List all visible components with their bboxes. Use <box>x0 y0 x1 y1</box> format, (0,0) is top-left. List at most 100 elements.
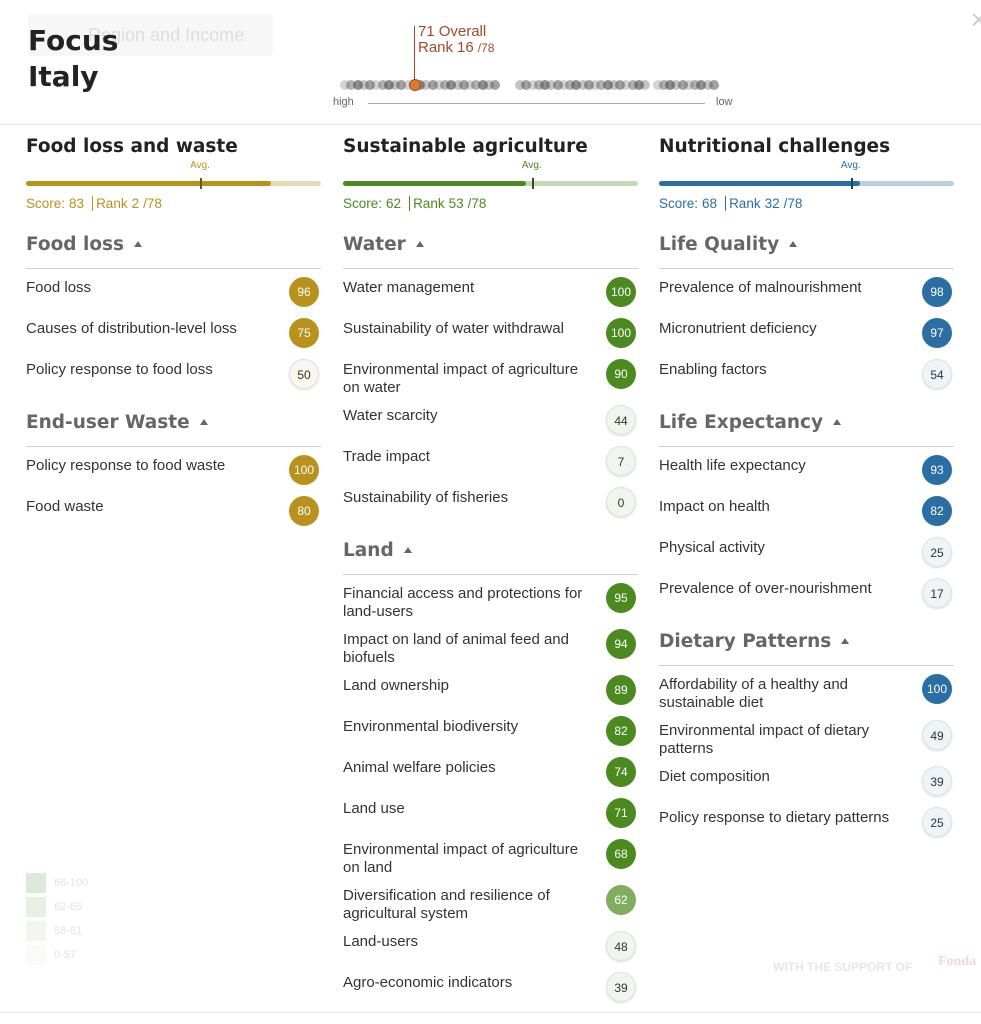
collapse-icon <box>789 241 798 247</box>
indicator-score: 98 <box>922 277 952 307</box>
score-label: Score: <box>343 196 383 211</box>
indicator-score: 39 <box>606 972 636 1002</box>
indicator-row: Causes of distribution-level loss 75 <box>26 318 321 351</box>
score-bar: Avg. <box>659 160 954 189</box>
legend-item: 62-65 <box>26 897 82 917</box>
collapse-icon <box>134 241 143 247</box>
indicator-score: 82 <box>922 496 952 526</box>
country-dot <box>433 80 444 90</box>
country-dot <box>365 80 375 90</box>
section-header[interactable]: Land <box>343 538 638 575</box>
section-name: Life Quality <box>659 234 780 255</box>
overall-value: 71 <box>418 23 435 40</box>
avg-label: Avg. <box>521 160 542 171</box>
score-line: Score: 68 Rank 32/78 <box>659 196 954 212</box>
country-dot <box>658 80 669 90</box>
section-items: Prevalence of malnourishment 98 Micronutri… <box>659 269 954 392</box>
close-button[interactable]: × <box>971 4 981 36</box>
country-dot <box>615 80 625 90</box>
indicator-label: Animal welfare policies <box>343 759 496 776</box>
indicator-score: 100 <box>289 455 319 485</box>
indicator-row: Animal welfare policies 74 <box>343 757 638 790</box>
section-header[interactable]: Life Expectancy <box>659 410 954 447</box>
country: Italy <box>28 60 99 93</box>
country-dot <box>571 80 582 90</box>
indicator-score: 62 <box>606 885 636 915</box>
indicator-label: Water management <box>343 279 475 296</box>
indicator-row: Enabling factors 54 <box>659 359 954 392</box>
indicator-label: Agro-economic indicators <box>343 974 513 991</box>
indicator-row: Impact on land of animal feed and biofue… <box>343 629 638 667</box>
indicator-row: Physical activity 25 <box>659 537 954 570</box>
rank-value: 16 <box>457 39 474 56</box>
section-header[interactable]: Dietary Patterns <box>659 629 954 666</box>
indicator-label: Policy response to dietary patterns <box>659 809 890 826</box>
sponsor: Fonda <box>938 954 977 969</box>
country-dot <box>358 80 369 90</box>
indicator-score: 48 <box>606 931 636 961</box>
indicator-row: Diet composition 39 <box>659 766 954 799</box>
region-selector[interactable]: Region and Income <box>28 14 273 56</box>
score-bar: Avg. <box>26 160 321 189</box>
score-line: Score: 83 Rank 2/78 <box>26 196 321 212</box>
country-dot <box>565 80 575 90</box>
collapse-icon <box>403 547 412 553</box>
indicator-score: 97 <box>922 318 952 348</box>
score-line: Score: 62 Rank 53/78 <box>343 196 638 212</box>
section-name: End-user Waste <box>26 412 190 433</box>
country-dot <box>696 80 707 90</box>
country-dot <box>471 80 482 90</box>
indicator-score: 7 <box>606 446 636 476</box>
indicator-score: 89 <box>606 675 636 705</box>
country-dot <box>708 80 719 90</box>
indicator-score: 54 <box>922 359 952 389</box>
section-header[interactable]: End-user Waste <box>26 410 321 447</box>
indicator-score: 80 <box>289 496 319 526</box>
indicator-row: Agro-economic indicators 39 <box>343 972 638 1005</box>
indicator-row: Sustainability of water withdrawal 100 <box>343 318 638 351</box>
column: Nutritional challenges Avg. Score: 68 Rank 32… <box>659 132 954 850</box>
support-text: WITH THE SUPPORT OF <box>773 960 913 974</box>
country-dot <box>690 80 700 90</box>
country-dot <box>702 80 713 90</box>
section-header[interactable]: Food loss <box>26 232 321 269</box>
indicator-row: Policy response to food loss 50 <box>26 359 321 392</box>
indicator-score: 25 <box>922 537 952 567</box>
indicator-label: Sustainability of fisheries <box>343 489 509 506</box>
indicator-row: Health life expectancy 93 <box>659 455 954 488</box>
indicator-row: Environmental impact of agriculture on l… <box>343 839 638 877</box>
indicator-row: Environmental impact of agriculture on w… <box>343 359 638 397</box>
country-dot <box>477 80 488 90</box>
indicator-score: 75 <box>289 318 319 348</box>
section-name: Life Expectancy <box>659 412 824 433</box>
rank-value: 32 <box>764 196 780 211</box>
rank-label: Rank <box>418 39 454 56</box>
country-dot <box>421 80 432 90</box>
rank-total: /78 <box>783 196 803 211</box>
indicator-score: 100 <box>606 277 636 307</box>
indicator-score: 100 <box>606 318 636 348</box>
indicator-score: 17 <box>922 578 952 608</box>
column-title: Food loss and waste <box>26 136 238 157</box>
column-title: Sustainable agriculture <box>343 136 588 157</box>
indicator-label: Financial access and protections for lan… <box>343 585 583 620</box>
indicator-score: 71 <box>606 798 636 828</box>
legend-label: 58-61 <box>54 924 83 937</box>
indicator-score: 74 <box>606 757 636 787</box>
section-header[interactable]: Life Quality <box>659 232 954 269</box>
column-title: Nutritional challenges <box>659 136 891 157</box>
section-items: Water management 100 Sustainability of wat… <box>343 269 638 520</box>
overall-marker <box>408 79 421 91</box>
section-header[interactable]: Water <box>343 232 638 269</box>
country-dot <box>458 80 469 90</box>
legend-label: 62-65 <box>54 900 83 913</box>
header-divider <box>0 124 981 125</box>
indicator-score: 94 <box>606 629 636 659</box>
scale-low: low <box>716 96 733 108</box>
indicator-row: Sustainability of fisheries 0 <box>343 487 638 520</box>
column: Sustainable agriculture Avg. Score: 62 Rank 5… <box>343 132 638 1012</box>
country-dot <box>533 80 544 90</box>
country-dot <box>677 80 688 90</box>
section-items: Financial access and protections for lan… <box>343 575 638 1005</box>
indicator-row: Prevalence of over-nourishment 17 <box>659 578 954 611</box>
